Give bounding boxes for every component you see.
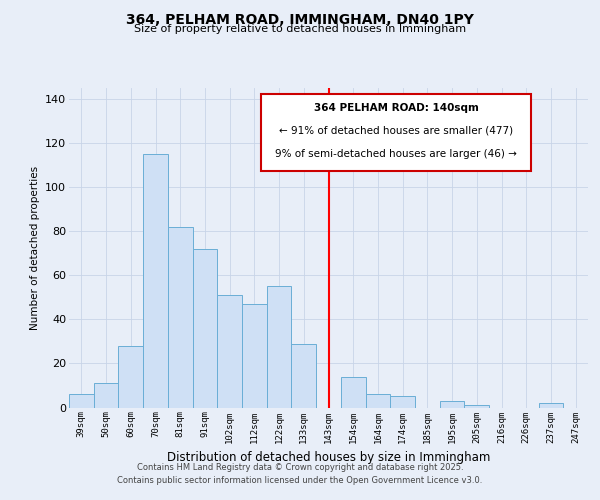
Bar — [341, 376, 365, 408]
Bar — [168, 226, 193, 408]
Text: Contains HM Land Registry data © Crown copyright and database right 2025.: Contains HM Land Registry data © Crown c… — [137, 462, 463, 471]
Bar — [292, 344, 316, 407]
Bar — [440, 401, 464, 407]
Bar — [390, 396, 415, 407]
Text: 364, PELHAM ROAD, IMMINGHAM, DN40 1PY: 364, PELHAM ROAD, IMMINGHAM, DN40 1PY — [126, 12, 474, 26]
Bar — [94, 383, 118, 407]
X-axis label: Distribution of detached houses by size in Immingham: Distribution of detached houses by size … — [167, 451, 490, 464]
Bar — [242, 304, 267, 408]
Bar — [193, 248, 217, 408]
Text: 9% of semi-detached houses are larger (46) →: 9% of semi-detached houses are larger (4… — [275, 149, 517, 159]
Bar — [143, 154, 168, 408]
Bar — [69, 394, 94, 407]
Text: 364 PELHAM ROAD: 140sqm: 364 PELHAM ROAD: 140sqm — [314, 102, 478, 113]
Text: Contains public sector information licensed under the Open Government Licence v3: Contains public sector information licen… — [118, 476, 482, 485]
Text: ← 91% of detached houses are smaller (477): ← 91% of detached houses are smaller (47… — [279, 126, 513, 136]
Bar — [118, 346, 143, 408]
Bar — [217, 295, 242, 408]
Bar — [464, 406, 489, 407]
FancyBboxPatch shape — [261, 94, 531, 170]
Bar — [267, 286, 292, 408]
Y-axis label: Number of detached properties: Number of detached properties — [29, 166, 40, 330]
Bar — [365, 394, 390, 407]
Bar — [539, 403, 563, 407]
Text: Size of property relative to detached houses in Immingham: Size of property relative to detached ho… — [134, 24, 466, 34]
